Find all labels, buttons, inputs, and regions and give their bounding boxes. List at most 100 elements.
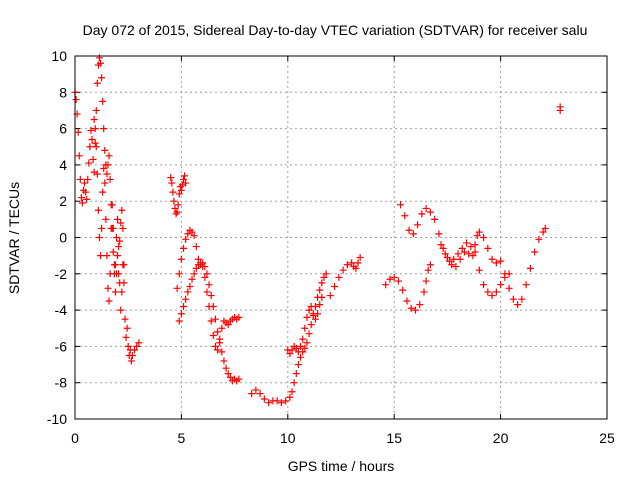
data-point bbox=[403, 297, 411, 305]
data-point bbox=[488, 292, 496, 300]
data-point bbox=[416, 301, 424, 309]
data-point bbox=[252, 386, 260, 394]
data-point bbox=[86, 143, 94, 151]
series-segment-7b bbox=[437, 239, 513, 300]
x-axis-label: GPS time / hours bbox=[288, 458, 395, 474]
y-tick-label: 10 bbox=[51, 48, 67, 64]
data-point bbox=[484, 244, 492, 252]
grid bbox=[75, 56, 607, 419]
data-point bbox=[133, 342, 141, 350]
data-point bbox=[405, 226, 413, 234]
data-point bbox=[92, 106, 100, 114]
data-point bbox=[218, 348, 226, 356]
data-point bbox=[399, 286, 407, 294]
plot-frame bbox=[74, 55, 608, 420]
data-point bbox=[218, 324, 226, 332]
data-point bbox=[214, 328, 222, 336]
series-outlier bbox=[556, 103, 564, 114]
data-point bbox=[439, 244, 447, 252]
data-point bbox=[114, 215, 122, 223]
data-point bbox=[222, 364, 230, 372]
data-point bbox=[348, 259, 356, 267]
data-point bbox=[292, 370, 300, 378]
data-point bbox=[98, 74, 106, 82]
data-point bbox=[131, 346, 139, 354]
data-point bbox=[99, 188, 107, 196]
data-point bbox=[224, 370, 232, 378]
data-point bbox=[397, 201, 405, 209]
data-point bbox=[91, 125, 99, 133]
data-point bbox=[121, 315, 129, 323]
data-point bbox=[90, 168, 98, 176]
data-point bbox=[292, 344, 300, 352]
data-point bbox=[88, 135, 96, 143]
data-point bbox=[184, 288, 192, 296]
data-point bbox=[301, 344, 309, 352]
data-point bbox=[448, 261, 456, 269]
data-point bbox=[407, 304, 415, 312]
data-point bbox=[331, 283, 339, 291]
data-point bbox=[184, 230, 192, 238]
data-point bbox=[84, 175, 92, 183]
data-point bbox=[172, 210, 180, 218]
data-point bbox=[205, 302, 213, 310]
data-point bbox=[180, 302, 188, 310]
data-point bbox=[411, 306, 419, 314]
data-point bbox=[207, 317, 215, 325]
data-point bbox=[175, 190, 183, 198]
data-point bbox=[77, 194, 85, 202]
data-point bbox=[127, 357, 135, 365]
data-point bbox=[539, 228, 547, 236]
x-tick-label: 15 bbox=[386, 430, 402, 446]
series-segment-5 bbox=[326, 253, 364, 300]
data-point bbox=[112, 234, 120, 241]
data-point bbox=[216, 335, 224, 343]
data-point bbox=[518, 295, 526, 303]
data-point bbox=[235, 375, 243, 383]
data-point bbox=[192, 264, 200, 272]
data-point bbox=[454, 250, 462, 258]
data-point bbox=[85, 159, 93, 167]
data-point bbox=[303, 339, 311, 347]
data-point bbox=[414, 221, 422, 229]
data-point bbox=[541, 224, 549, 232]
data-point bbox=[297, 353, 305, 361]
data-point bbox=[98, 224, 106, 232]
data-point bbox=[299, 335, 307, 343]
y-tick-label: -10 bbox=[47, 411, 67, 427]
data-point bbox=[297, 342, 305, 350]
data-point bbox=[556, 106, 564, 114]
x-tick-label: 25 bbox=[599, 430, 615, 446]
data-point bbox=[180, 175, 188, 183]
data-point bbox=[265, 399, 273, 407]
data-point bbox=[409, 230, 417, 238]
data-point bbox=[531, 248, 539, 256]
data-point bbox=[356, 253, 364, 261]
data-point bbox=[97, 252, 105, 260]
series-segment-7 bbox=[397, 201, 549, 309]
x-tick-label: 10 bbox=[280, 430, 296, 446]
data-point bbox=[94, 206, 102, 214]
data-point bbox=[207, 292, 215, 300]
data-point bbox=[106, 270, 114, 278]
series-segment-6 bbox=[382, 261, 434, 314]
data-point bbox=[135, 339, 143, 347]
data-point bbox=[105, 152, 113, 160]
data-point bbox=[522, 281, 530, 289]
data-point bbox=[426, 261, 434, 269]
data-point bbox=[188, 228, 196, 236]
data-point bbox=[458, 244, 466, 252]
data-point bbox=[177, 186, 185, 194]
data-point bbox=[220, 357, 228, 365]
data-point bbox=[119, 224, 127, 232]
data-point bbox=[463, 239, 471, 247]
data-point bbox=[111, 288, 119, 296]
data-point bbox=[95, 234, 103, 241]
data-point bbox=[435, 230, 443, 238]
data-point bbox=[314, 310, 322, 318]
data-point bbox=[214, 346, 222, 354]
data-points bbox=[71, 54, 564, 407]
data-point bbox=[318, 293, 326, 301]
x-tick-label: 0 bbox=[71, 430, 79, 446]
data-point bbox=[171, 204, 179, 212]
